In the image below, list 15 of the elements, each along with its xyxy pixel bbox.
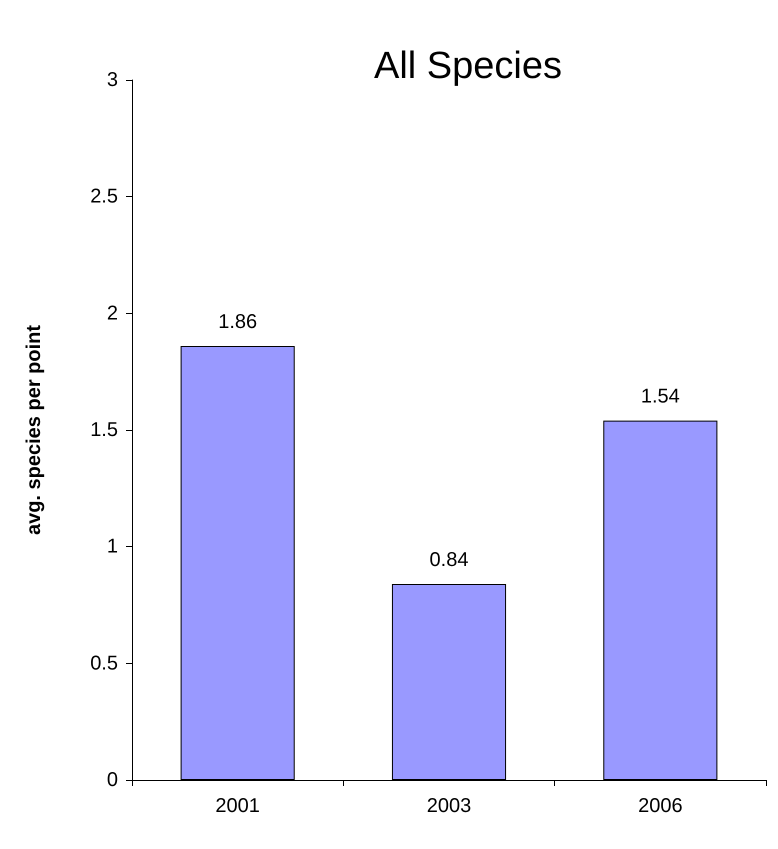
- y-tick-label: 2.5: [90, 186, 118, 208]
- y-tick-label: 1.5: [90, 419, 118, 441]
- data-label: 1.86: [218, 311, 258, 333]
- chart-title: All Species: [374, 45, 562, 87]
- data-label: 0.84: [430, 549, 468, 571]
- data-label: 1.54: [640, 386, 680, 408]
- y-tick-label: 3: [106, 69, 118, 91]
- y-tick-label: 2: [106, 302, 118, 324]
- y-axis-title: avg. species per point: [23, 324, 45, 536]
- x-tick-label: 2003: [426, 795, 472, 817]
- y-tick-label: 0.5: [90, 652, 118, 674]
- x-tick-label: 2006: [638, 795, 683, 817]
- y-tick-label: 1: [106, 536, 118, 558]
- x-tick-label: 2001: [215, 795, 260, 817]
- y-tick-label: 0: [106, 769, 118, 791]
